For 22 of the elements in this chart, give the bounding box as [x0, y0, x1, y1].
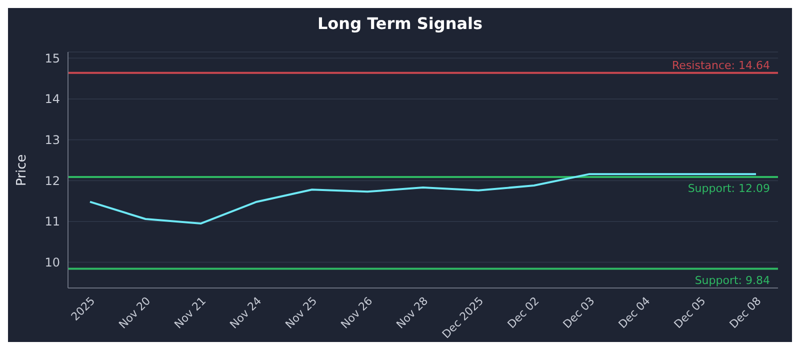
x-tick-label: Dec 08: [727, 294, 764, 332]
ref-line-label: Support: 12.09: [688, 182, 770, 195]
y-tick-label: 14: [44, 92, 60, 106]
y-axis-title: Price: [14, 154, 30, 186]
chart-title: Long Term Signals: [316, 13, 484, 35]
y-tick-label: 15: [44, 51, 60, 66]
x-tick-label: Nov 21: [172, 294, 209, 332]
x-tick-label: Nov 24: [227, 294, 264, 332]
x-tick-label: Nov 26: [338, 294, 376, 332]
x-tick-label: Nov 20: [116, 294, 154, 332]
x-tick-label: Dec 03: [560, 294, 598, 332]
x-tick-label: Dec 02: [505, 294, 542, 332]
x-tick-label: Dec 04: [616, 294, 653, 332]
y-tick-label: 13: [44, 133, 60, 148]
x-tick-label: Nov 28: [394, 294, 431, 332]
x-tick-label: Nov 25: [282, 294, 320, 332]
y-tick-label: 10: [44, 256, 60, 270]
ref-line-label: Resistance: 14.64: [672, 58, 770, 72]
y-tick-label: 11: [44, 214, 60, 229]
x-tick-label: Dec 05: [672, 294, 708, 332]
y-tick-label: 12: [44, 174, 60, 188]
ref-line-label: Support: 9.84: [694, 274, 770, 287]
